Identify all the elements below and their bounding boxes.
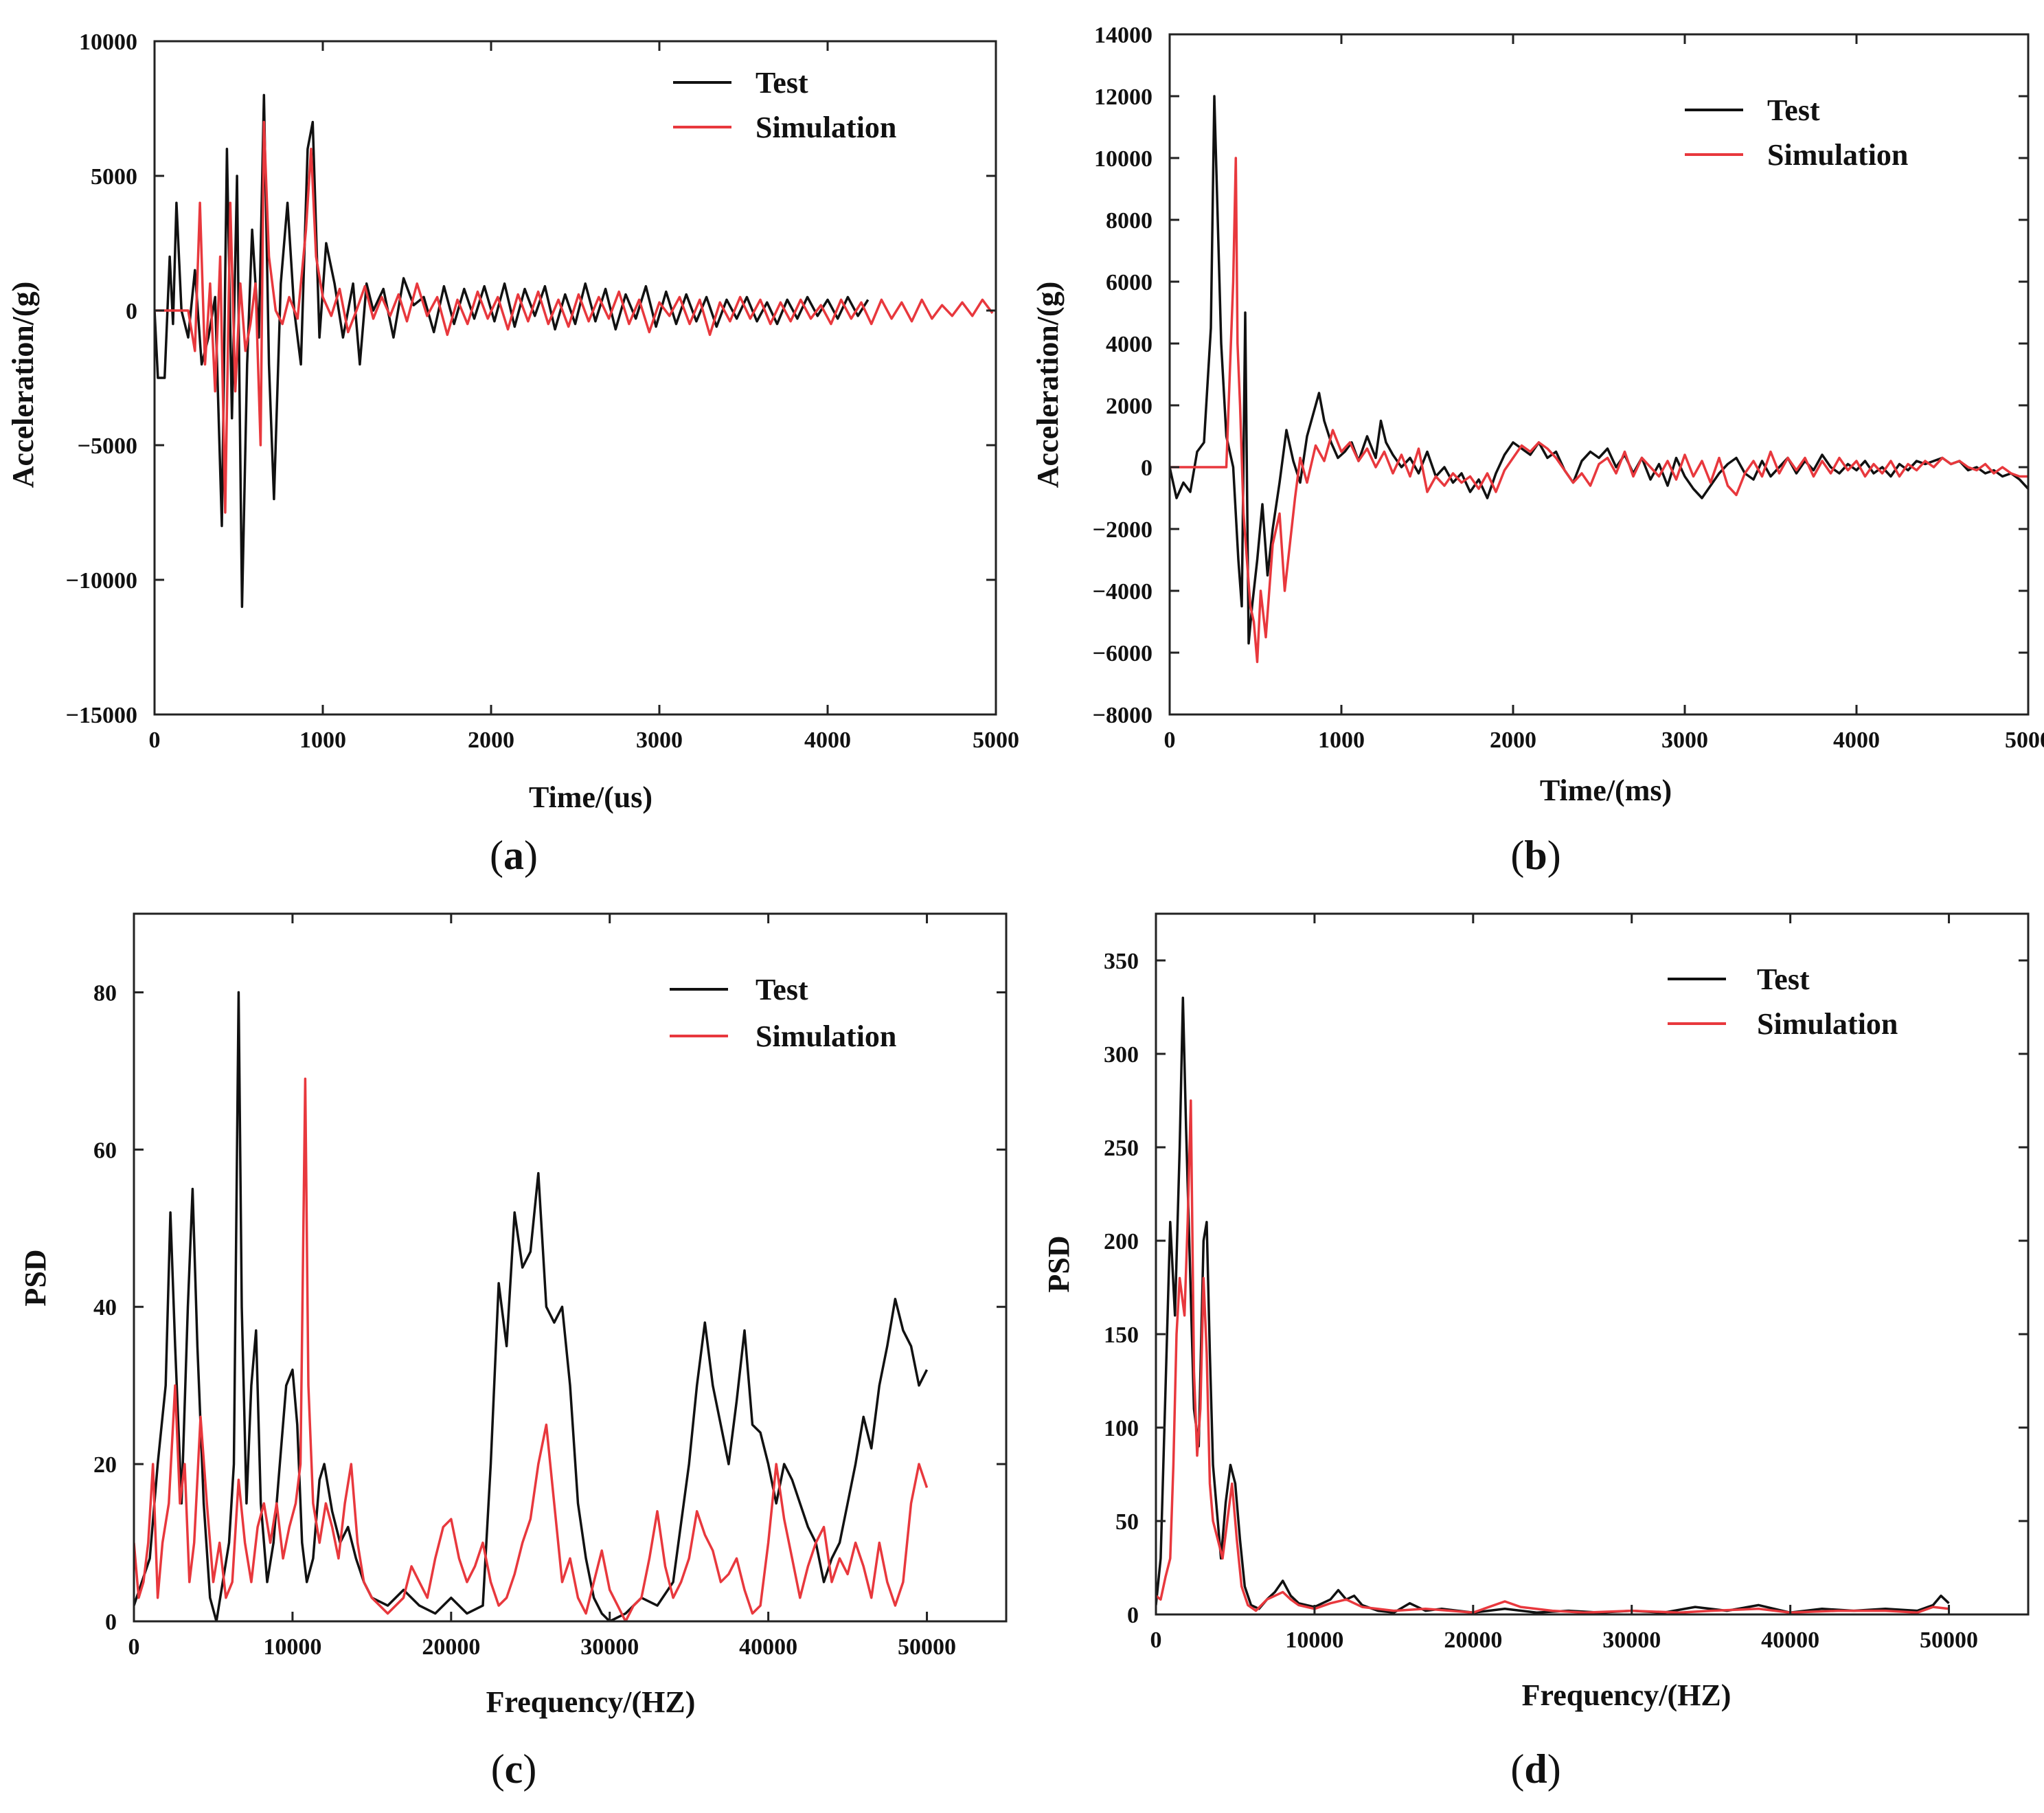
- y-tick-label: −10000: [66, 568, 137, 594]
- y-tick-label: 300: [1104, 1042, 1139, 1068]
- y-tick-label: −2000: [1093, 517, 1152, 543]
- plot-frame: [1168, 33, 2030, 716]
- legend-label-simulation: Simulation: [1757, 1007, 1898, 1041]
- x-tick-label: 30000: [580, 1634, 639, 1660]
- legend-label-test: Test: [1767, 93, 1820, 127]
- series-line-simulation: [155, 120, 994, 514]
- x-axis-label: Frequency/(HZ): [1522, 1678, 1731, 1712]
- y-tick-label: −4000: [1093, 579, 1152, 605]
- legend-label-simulation: Simulation: [1767, 138, 1908, 172]
- x-tick-label: 4000: [804, 728, 851, 753]
- y-axis-label: Acceleration/(g): [6, 282, 40, 488]
- x-tick-label: 2000: [1490, 728, 1536, 753]
- x-tick-label: 3000: [636, 728, 683, 753]
- plot-frame: [153, 40, 997, 716]
- y-tick-label: 20: [93, 1452, 117, 1478]
- series-line-simulation: [134, 1077, 929, 1621]
- x-tick-label: 40000: [1761, 1628, 1819, 1653]
- y-tick-label: 6000: [1106, 270, 1152, 295]
- plot-frame: [133, 912, 1008, 1623]
- y-tick-label: 200: [1104, 1229, 1139, 1254]
- y-tick-label: 40: [93, 1295, 117, 1320]
- panel-caption: (b): [1510, 833, 1560, 878]
- panel-caption: (d): [1510, 1746, 1560, 1792]
- y-tick-label: 0: [1127, 1603, 1139, 1628]
- x-tick-label: 0: [1164, 728, 1176, 753]
- chart-panel-c: 0 10000 20000 30000 40000 50000 0 20 40 60 80 Frequ…: [0, 893, 1022, 1810]
- chart-c: 0 10000 20000 30000 40000 50000 0 20 40 60 80 Frequ…: [19, 912, 1008, 1792]
- x-tick-label: 40000: [739, 1634, 797, 1660]
- y-tick-label: 0: [1141, 455, 1152, 481]
- chart-d: 0 10000 20000 30000 40000 50000 0 50 100 150 200 25…: [1042, 912, 2030, 1792]
- y-tick-label: −6000: [1093, 641, 1152, 666]
- y-axis-label: PSD: [1042, 1235, 1076, 1292]
- y-tick-label: 350: [1104, 949, 1139, 974]
- x-tick-label: 1000: [1318, 728, 1365, 753]
- y-tick-label: 8000: [1106, 208, 1152, 234]
- y-tick-label: 250: [1104, 1136, 1139, 1161]
- x-tick-label: 50000: [898, 1634, 956, 1660]
- y-tick-label: 60: [93, 1138, 117, 1163]
- series-line-test: [134, 991, 929, 1621]
- y-tick-label: 10000: [79, 30, 137, 55]
- y-tick-label: 12000: [1094, 85, 1152, 110]
- series-line-simulation: [1156, 1099, 1949, 1614]
- x-tick-label: 50000: [1920, 1628, 1978, 1653]
- legend-label-test: Test: [1757, 962, 1810, 996]
- panel-caption: (a): [490, 833, 538, 878]
- y-axis-label: PSD: [19, 1249, 52, 1306]
- chart-panel-b: 0 1000 2000 3000 4000 5000 −8000 −6000 −4000 −200…: [1022, 0, 2044, 893]
- panel-caption-letter: a: [503, 833, 524, 878]
- x-tick-label: 30000: [1602, 1628, 1661, 1653]
- chart-panel-a: 0 1000 2000 3000 4000 5000 −15000 −10000 −5000 0 5…: [0, 0, 1022, 893]
- y-tick-label: 0: [105, 1610, 117, 1635]
- y-tick-label: 100: [1104, 1416, 1139, 1441]
- x-tick-label: 1000: [299, 728, 346, 753]
- chart-b: 0 1000 2000 3000 4000 5000 −8000 −6000 −4000 −200…: [1031, 23, 2044, 878]
- x-tick-label: 0: [149, 728, 161, 753]
- x-axis-label: Frequency/(HZ): [486, 1685, 696, 1719]
- x-tick-label: 2000: [468, 728, 514, 753]
- y-tick-label: 10000: [1094, 146, 1152, 172]
- legend-label-test: Test: [756, 66, 808, 100]
- y-tick-label: 0: [126, 299, 137, 324]
- y-axis-label: Acceleration/(g): [1031, 282, 1065, 488]
- plot-frame: [1155, 912, 2030, 1616]
- y-tick-label: 50: [1115, 1509, 1139, 1535]
- chart-panel-d: 0 10000 20000 30000 40000 50000 0 50 100 150 200 25…: [1022, 893, 2044, 1810]
- x-tick-label: 0: [128, 1634, 140, 1660]
- y-tick-label: −5000: [78, 433, 137, 459]
- y-tick-label: −8000: [1093, 703, 1152, 728]
- y-tick-label: 4000: [1106, 332, 1152, 357]
- y-tick-label: −15000: [66, 703, 137, 728]
- panel-caption-letter: c: [505, 1746, 523, 1792]
- x-tick-label: 4000: [1833, 728, 1880, 753]
- y-tick-label: 2000: [1106, 394, 1152, 419]
- series-line-test: [155, 93, 870, 608]
- x-tick-label: 0: [1150, 1628, 1162, 1653]
- x-tick-label: 10000: [1285, 1628, 1343, 1653]
- x-tick-label: 5000: [2005, 728, 2044, 753]
- x-tick-label: 10000: [263, 1634, 321, 1660]
- legend-label-simulation: Simulation: [756, 111, 896, 144]
- legend-label-simulation: Simulation: [756, 1020, 896, 1053]
- x-tick-label: 5000: [973, 728, 1019, 753]
- y-tick-label: 150: [1104, 1322, 1139, 1348]
- series-line-test: [1170, 95, 2028, 645]
- y-tick-label: 14000: [1094, 23, 1152, 48]
- x-axis-label: Time/(ms): [1540, 774, 1672, 807]
- y-tick-label: 80: [93, 980, 117, 1006]
- y-tick-label: 5000: [91, 164, 137, 190]
- panel-caption-letter: d: [1524, 1746, 1547, 1792]
- chart-a: 0 1000 2000 3000 4000 5000 −15000 −10000 −5000 0 5…: [6, 30, 1019, 878]
- panel-caption: (c): [491, 1746, 537, 1792]
- series-line-simulation: [1170, 157, 2028, 664]
- series-line-test: [1156, 996, 1950, 1614]
- x-tick-label: 20000: [422, 1634, 480, 1660]
- x-axis-label: Time/(us): [529, 780, 652, 814]
- panel-caption-letter: b: [1524, 833, 1547, 878]
- x-tick-label: 20000: [1444, 1628, 1502, 1653]
- legend-label-test: Test: [756, 973, 808, 1006]
- x-tick-label: 3000: [1661, 728, 1708, 753]
